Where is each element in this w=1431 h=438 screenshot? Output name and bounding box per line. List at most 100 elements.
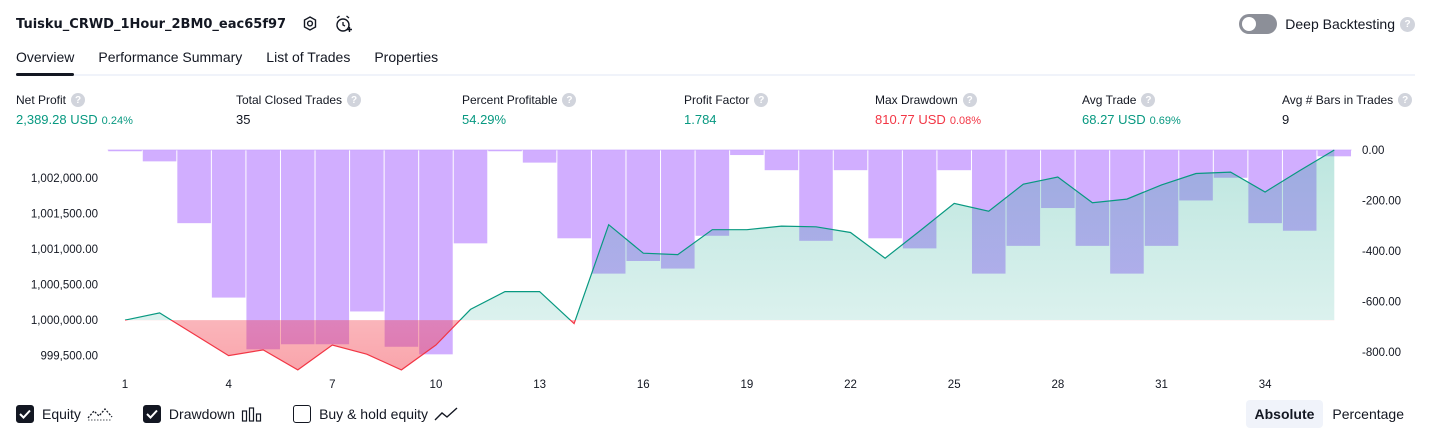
x-axis-tick-label: 34 (1259, 379, 1272, 391)
metric-label: Max Drawdown (875, 93, 958, 107)
metric-avg-trade: Avg Trade? 68.27 USD 0.69% (1082, 93, 1181, 127)
legend-equity[interactable]: Equity (16, 405, 113, 423)
metric-value: 1.784 (684, 112, 717, 127)
legend-drawdown[interactable]: Drawdown (142, 405, 263, 423)
drawdown-bar (522, 150, 557, 163)
drawdown-bar (315, 150, 350, 345)
x-axis-tick-label: 1 (122, 379, 128, 391)
equity-line-positive (124, 149, 1335, 321)
alarm-clock-plus-icon[interactable] (334, 14, 354, 34)
metrics-row: Net Profit? 2,389.28 USD 0.24% Total Clos… (16, 93, 1415, 133)
right-axis: 0.00 -200.00 -400.00 -600.00 -800.00 (1362, 145, 1401, 359)
metric-value: 2,389.28 USD (16, 112, 98, 127)
metric-value: 810.77 USD (875, 112, 946, 127)
strategy-title: Tuisku_CRWD_1Hour_2BM0_eac65f97 (16, 16, 287, 32)
help-icon[interactable]: ? (1398, 93, 1413, 107)
left-axis: 1,002,000.00 1,001,500.00 1,001,000.00 1,00… (31, 173, 98, 363)
equity-area (125, 150, 1335, 370)
tab-overview[interactable]: Overview (16, 44, 75, 76)
tab-properties[interactable]: Properties (374, 49, 439, 65)
x-axis-tick-label: 22 (844, 379, 857, 391)
drawdown-bar (868, 150, 902, 239)
drawdown-bar (695, 150, 730, 236)
x-axis-tick-label: 25 (948, 379, 961, 391)
x-axis: 1 4 7 10 13 16 19 22 25 28 31 34 (122, 379, 1272, 391)
x-axis-tick-label: 28 (1051, 379, 1064, 391)
left-axis-tick-label: 1,000,500.00 (31, 279, 98, 291)
tab-performance-summary[interactable]: Performance Summary (98, 49, 243, 65)
help-icon[interactable]: ? (962, 93, 977, 107)
metric-percent: 0.24% (101, 115, 133, 127)
metric-total-closed-trades: Total Closed Trades? 35 (236, 93, 362, 127)
x-axis-tick-label: 31 (1155, 379, 1168, 391)
x-axis-tick-label: 16 (637, 379, 650, 391)
drawdown-bar (211, 150, 246, 298)
help-icon[interactable]: ? (754, 93, 769, 107)
x-axis-tick-label: 13 (533, 379, 546, 391)
help-icon[interactable]: ? (1141, 93, 1156, 107)
drawdown-bar (350, 150, 384, 312)
chart-legend: Equity Drawdown Buy & hold equity (16, 402, 488, 426)
equity-checkbox[interactable] (16, 405, 34, 423)
deep-backtesting-toggle[interactable] (1239, 14, 1278, 34)
left-axis-tick-label: 1,001,500.00 (31, 208, 98, 220)
absolute-button[interactable]: Absolute (1245, 400, 1324, 428)
legend-label: Buy & hold equity (319, 406, 429, 422)
equity-line (124, 149, 1335, 371)
right-axis-tick-label: -200.00 (1362, 195, 1401, 207)
metric-percent: 0.08% (949, 115, 982, 127)
metric-label: Percent Profitable (462, 93, 558, 107)
x-axis-tick-label: 10 (430, 379, 443, 391)
legend-buy-hold[interactable]: Buy & hold equity (293, 405, 458, 423)
help-icon[interactable]: ? (347, 93, 362, 107)
right-axis-tick-label: -600.00 (1362, 296, 1401, 308)
tab-list-of-trades[interactable]: List of Trades (266, 49, 351, 65)
drawdown-bar (246, 150, 280, 350)
metric-percent: 0.69% (1149, 115, 1181, 127)
help-icon[interactable]: ? (1400, 16, 1415, 32)
metric-value: 68.27 USD (1082, 112, 1146, 127)
right-axis-tick-label: 0.00 (1362, 145, 1384, 157)
x-axis-tick-label: 7 (329, 379, 335, 391)
metric-net-profit: Net Profit? 2,389.28 USD 0.24% (16, 93, 133, 127)
deep-backtesting-control: Deep Backtesting ? (1239, 10, 1415, 38)
drawdown-bar (764, 150, 799, 171)
metric-max-drawdown: Max Drawdown? 810.77 USD 0.08% (875, 93, 981, 127)
drawdown-bar (453, 150, 488, 244)
gear-icon[interactable] (300, 14, 320, 34)
buy-hold-checkbox[interactable] (293, 405, 312, 423)
drawdown-bar (799, 150, 833, 241)
drawdown-bar (833, 150, 868, 171)
equity-drawdown-chart[interactable]: 1,002,000.00 1,001,500.00 1,001,000.00 1,00… (0, 140, 1431, 395)
left-axis-tick-label: 1,000,000.00 (31, 315, 98, 327)
metric-label: Net Profit (16, 93, 67, 107)
equity-line-negative (124, 320, 576, 371)
metric-value: 54.29% (462, 112, 507, 127)
drawdown-bar (280, 150, 315, 345)
metric-value: 9 (1282, 112, 1290, 127)
metric-value: 35 (236, 112, 251, 127)
legend-label: Drawdown (168, 406, 236, 422)
metric-percent-profitable: Percent Profitable? 54.29% (462, 93, 577, 127)
equity-area-positive (125, 150, 1335, 321)
drawdown-bar (557, 150, 591, 239)
right-axis-tick-label: -400.00 (1362, 246, 1401, 258)
percentage-button[interactable]: Percentage (1332, 406, 1404, 422)
drawdown-bar (142, 150, 177, 162)
drawdown-bar (177, 150, 211, 224)
help-icon[interactable]: ? (562, 93, 577, 107)
left-axis-tick-label: 999,500.00 (40, 351, 98, 363)
drawdown-bar (488, 150, 522, 152)
drawdown-checkbox[interactable] (142, 405, 161, 423)
metric-label: Avg # Bars in Trades (1282, 93, 1394, 107)
drawdown-bar (730, 150, 764, 156)
equity-line-icon (87, 406, 113, 422)
drawdown-bar (384, 150, 419, 347)
metric-avg-bars-in-trades: Avg # Bars in Trades? 9 (1282, 93, 1413, 127)
x-axis-tick-label: 4 (225, 379, 232, 391)
deep-backtesting-label: Deep Backtesting (1285, 16, 1395, 32)
display-mode-toggle: Absolute Percentage (1245, 400, 1414, 428)
help-icon[interactable]: ? (71, 93, 86, 107)
x-axis-tick-label: 19 (741, 379, 754, 391)
buy-hold-line-icon (434, 406, 458, 422)
